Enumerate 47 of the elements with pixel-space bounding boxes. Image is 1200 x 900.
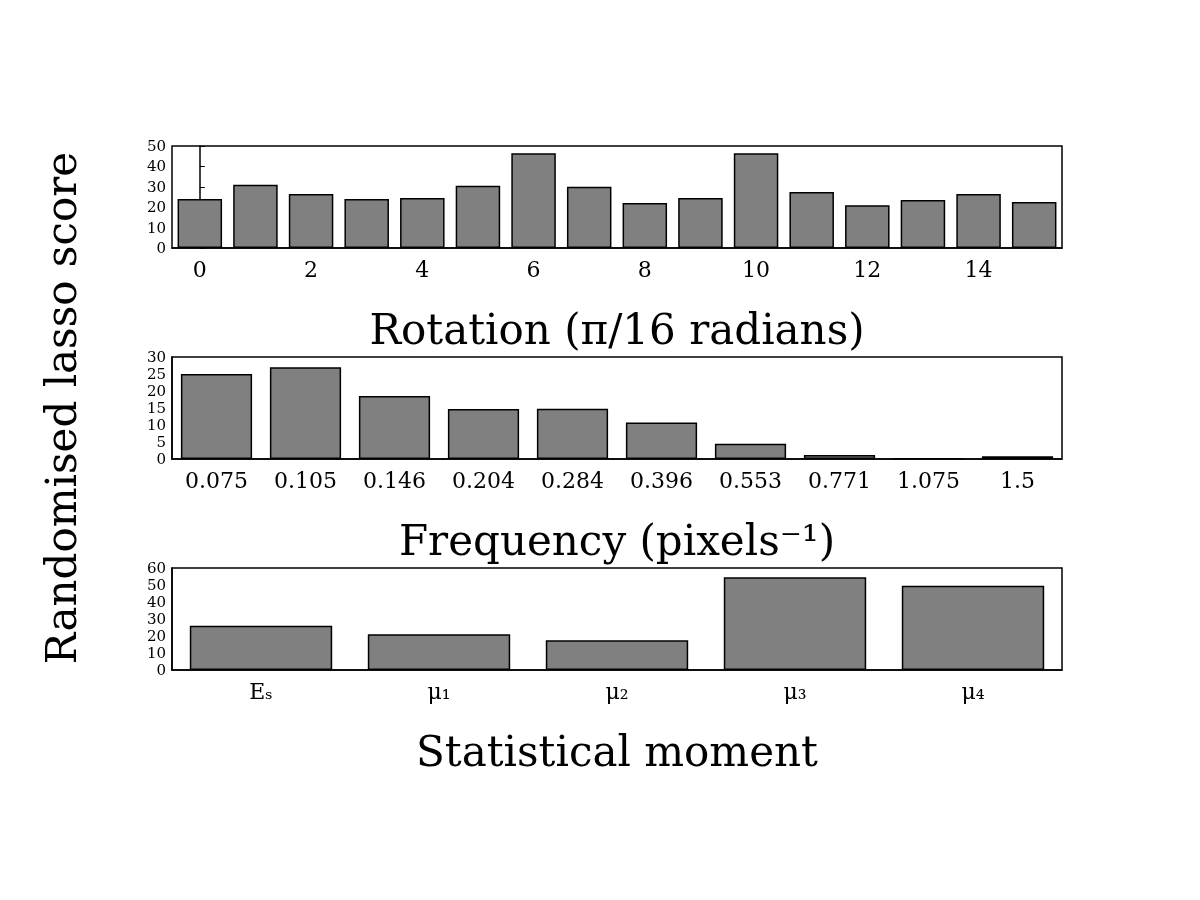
x-tick-label: 0.075 [185, 467, 248, 493]
y-tick-label: 30 [146, 177, 166, 196]
y-tick-label: 20 [146, 198, 166, 217]
y-tick-label: 25 [146, 365, 166, 383]
y-tick-label: 0 [156, 661, 166, 679]
x-tick-label: 0.284 [541, 467, 604, 493]
y-tick-label: 0 [156, 239, 166, 257]
y-tick-label: 10 [146, 218, 166, 237]
x-tick-label: 0.396 [630, 467, 693, 493]
x-tick-label: 6 [526, 256, 541, 282]
y-tick-label: 10 [146, 416, 166, 434]
x-tick-label: 1.5 [1000, 467, 1035, 493]
x-axis-title: Statistical moment [416, 726, 819, 776]
x-tick-label: 0.771 [808, 467, 871, 493]
y-tick-label: 5 [156, 433, 166, 451]
x-tick-label: 10 [742, 256, 771, 282]
x-tick-label: μ₂ [605, 678, 629, 704]
x-tick-label: 0.204 [452, 467, 515, 493]
x-tick-label: μ₄ [961, 678, 985, 704]
y-tick-label: 0 [156, 450, 166, 468]
y-tick-label: 20 [146, 382, 166, 400]
x-tick-label: μ₃ [783, 678, 807, 704]
y-tick-label: 40 [146, 593, 166, 611]
x-axis-title: Frequency (pixels⁻¹) [398, 515, 836, 565]
y-tick-label: 50 [146, 137, 166, 155]
y-tick-label: 30 [146, 610, 166, 628]
x-tick-label: 0.553 [719, 467, 782, 493]
y-tick-label: 15 [146, 399, 166, 417]
y-axis-title: Randomised lasso score [36, 151, 86, 665]
y-tick-label: 40 [146, 157, 166, 176]
x-tick-label: 0.105 [274, 467, 337, 493]
y-tick-label: 30 [146, 348, 166, 366]
x-tick-label: μ₁ [427, 678, 451, 704]
x-tick-label: 12 [853, 256, 882, 282]
x-tick-label: 0 [192, 256, 207, 282]
y-tick-label: 10 [146, 644, 166, 662]
x-tick-label: Eₛ [249, 678, 273, 704]
y-tick-label: 20 [146, 627, 166, 645]
x-tick-label: 14 [964, 256, 993, 282]
y-tick-label: 50 [146, 576, 166, 594]
y-tick-label: 60 [146, 559, 166, 577]
x-tick-label: 1.075 [897, 467, 960, 493]
x-tick-label: 4 [415, 256, 430, 282]
x-tick-label: 2 [304, 256, 319, 282]
x-axis-title: Rotation (π/16 radians) [369, 304, 865, 354]
x-tick-label: 0.146 [363, 467, 426, 493]
x-tick-label: 8 [637, 256, 652, 282]
